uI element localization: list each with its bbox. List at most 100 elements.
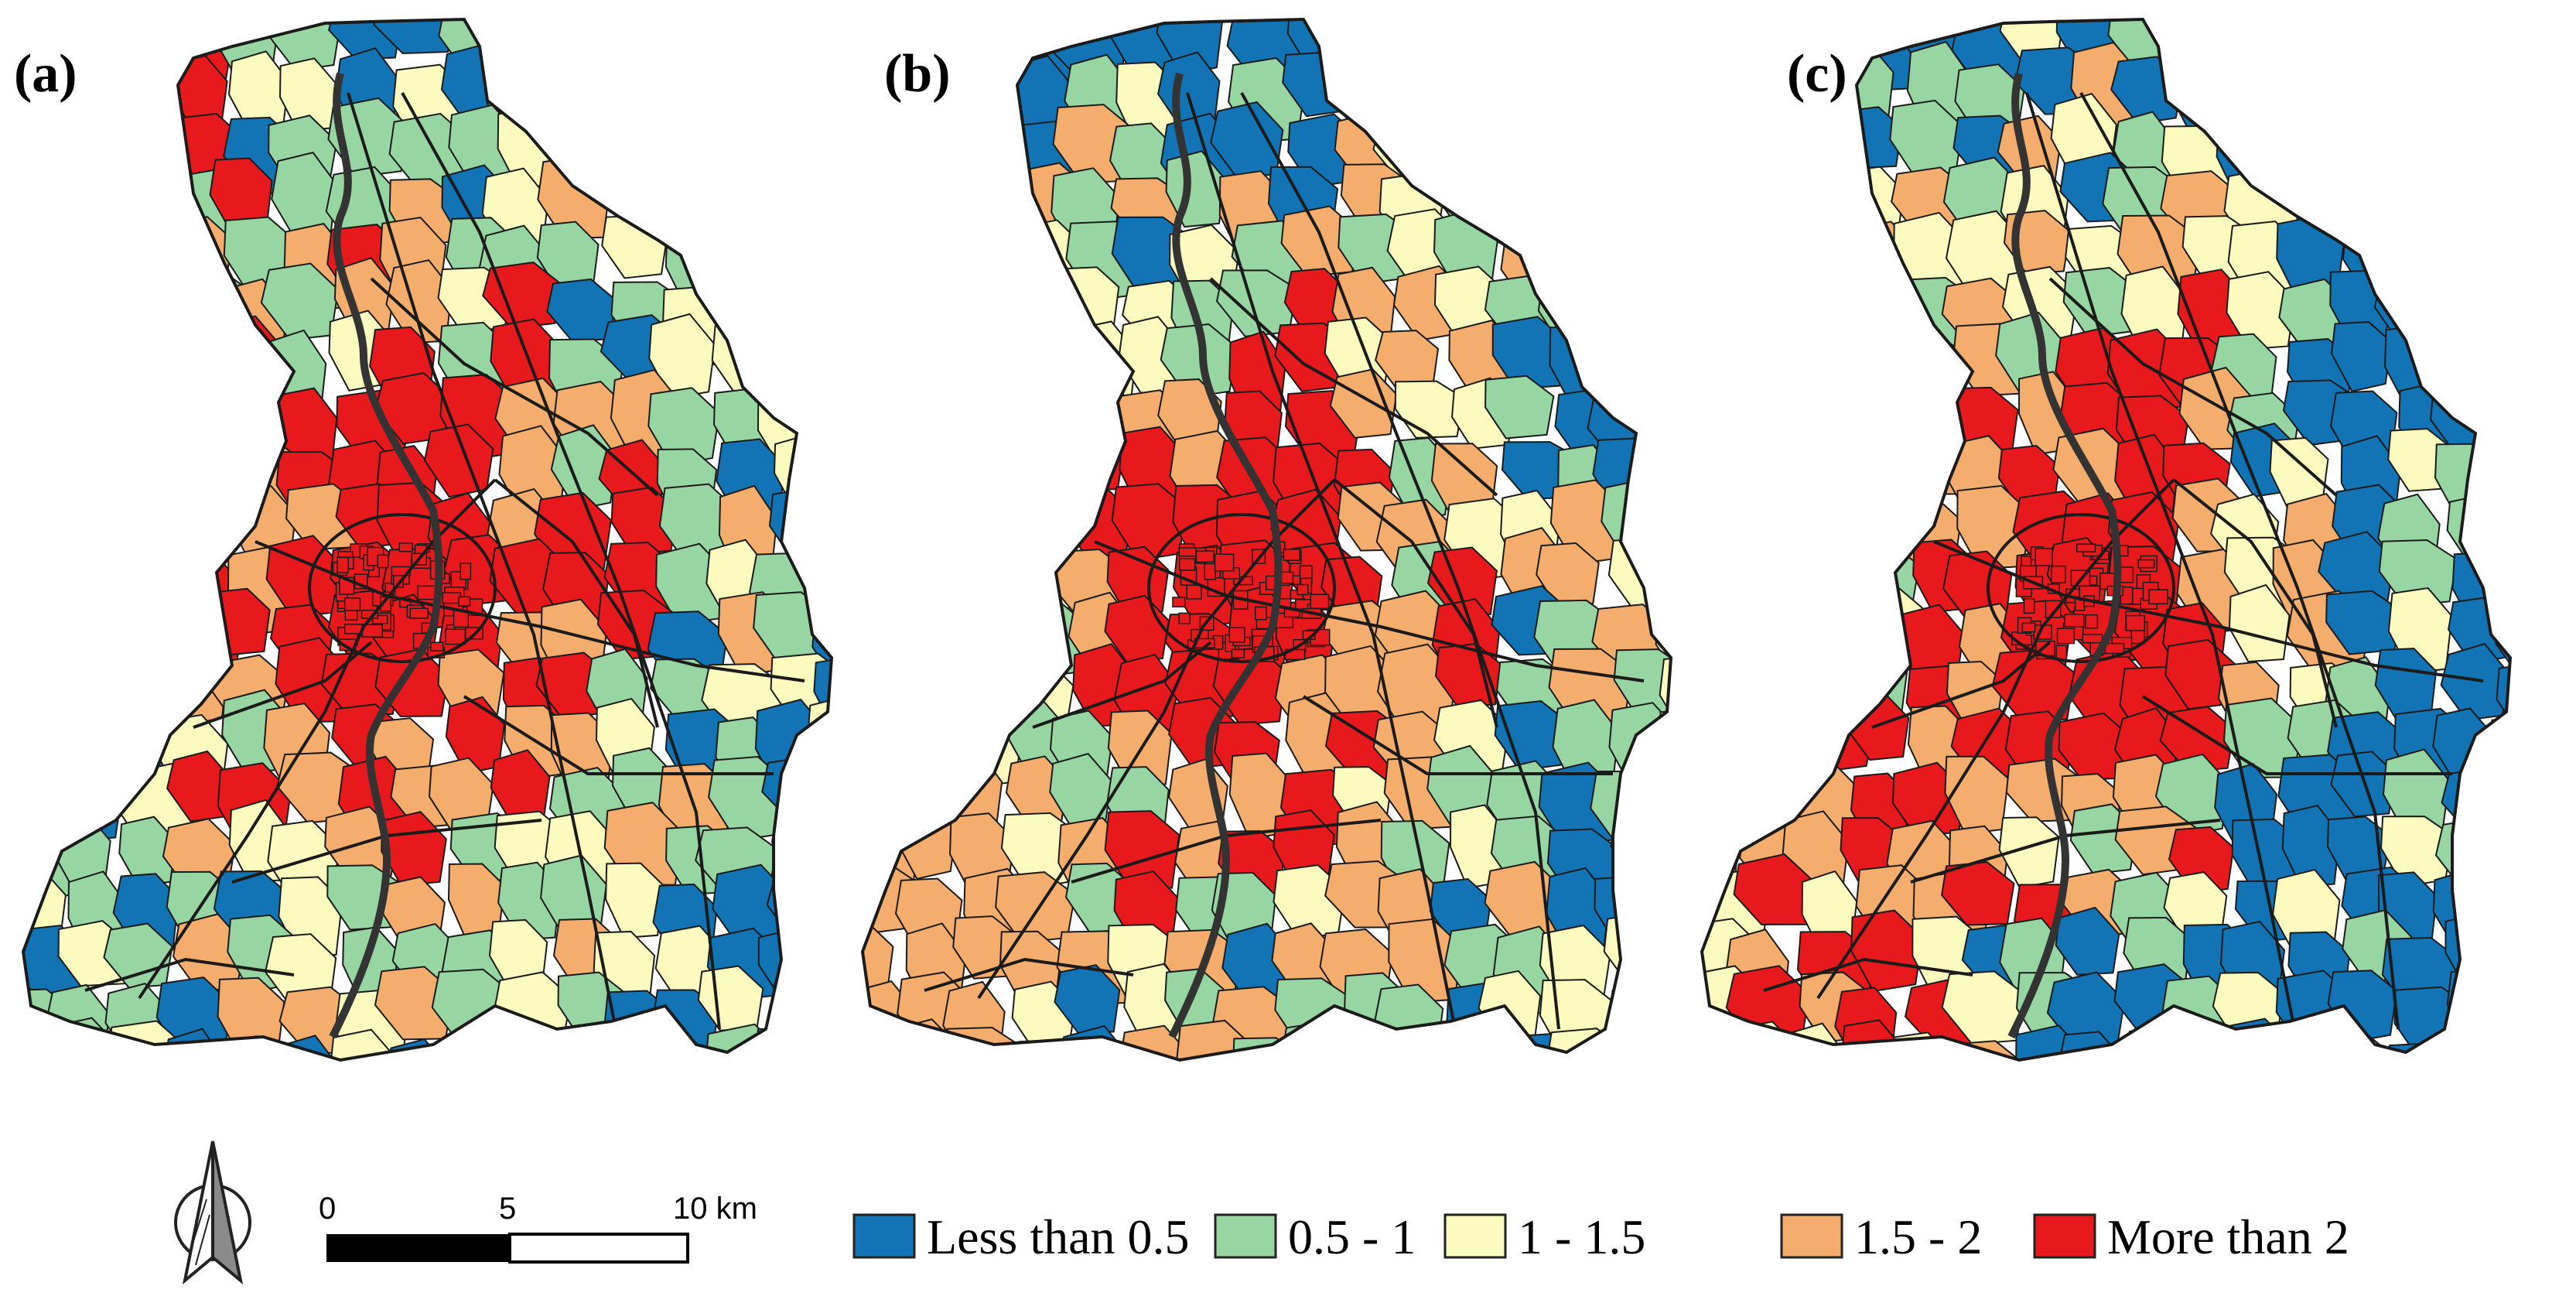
zone	[156, 437, 237, 516]
zone	[2281, 805, 2341, 887]
river	[1168, 72, 1283, 1039]
zone	[654, 164, 732, 227]
zone	[501, 19, 567, 77]
zone	[998, 371, 1067, 445]
zone	[329, 1028, 398, 1060]
panel-label-b: (b)	[884, 44, 951, 104]
zone	[960, 537, 1035, 619]
zone	[1655, 539, 1671, 621]
zone	[647, 387, 720, 467]
zone	[1326, 1037, 1396, 1060]
zone	[2276, 19, 2356, 58]
zone	[23, 765, 82, 850]
city-block	[1179, 558, 1196, 571]
zone	[895, 104, 966, 190]
city-block	[430, 641, 444, 652]
zone	[1491, 156, 1568, 231]
zone	[1781, 214, 1856, 292]
zone	[941, 67, 1002, 138]
city-block	[1310, 593, 1330, 609]
legend-label-3: 1 - 1.5	[1518, 1209, 1645, 1264]
zone	[1327, 64, 1403, 128]
legend-label-2: 0.5 - 1	[1288, 1209, 1416, 1264]
city-block	[393, 575, 404, 588]
city-block	[343, 597, 361, 611]
zone	[863, 1026, 906, 1060]
zone	[67, 477, 132, 563]
zone	[1702, 169, 1752, 250]
zone	[2177, 1027, 2241, 1060]
city-block	[2148, 589, 2168, 605]
zone	[709, 19, 779, 77]
zone	[863, 376, 932, 456]
zone	[1451, 60, 1511, 135]
zone	[2504, 810, 2510, 876]
scale-bar-black-segment	[326, 1234, 510, 1262]
legend-swatch-1	[852, 1213, 916, 1259]
zone	[863, 586, 917, 665]
zone	[477, 1016, 541, 1060]
zone	[1787, 176, 1865, 259]
zone	[1998, 816, 2060, 889]
zone	[1702, 763, 1753, 841]
zone	[1642, 766, 1671, 844]
ring-road	[308, 513, 497, 663]
zone	[764, 217, 827, 303]
zone	[702, 118, 766, 200]
zone	[1426, 546, 1498, 616]
city-block	[1178, 547, 1197, 557]
zone	[156, 501, 227, 577]
zone	[1723, 645, 1806, 730]
zone	[2123, 1023, 2205, 1060]
zone	[941, 382, 1016, 457]
zone	[1483, 107, 1556, 182]
zone	[2492, 537, 2510, 629]
zone	[1743, 700, 1827, 769]
zone	[993, 275, 1073, 341]
zone	[1006, 431, 1084, 505]
road	[2141, 695, 2452, 775]
zone	[217, 976, 285, 1056]
road	[1302, 695, 1613, 775]
zone	[2266, 115, 2331, 191]
district-boundary	[21, 17, 834, 1062]
zone	[1552, 19, 1626, 97]
zone	[212, 384, 292, 459]
zone	[954, 163, 1014, 231]
zone	[943, 1026, 1023, 1060]
road	[1763, 957, 1973, 992]
zone	[1702, 591, 1761, 681]
zone	[1594, 1035, 1658, 1060]
zone	[774, 332, 832, 405]
zone	[2226, 271, 2296, 351]
zone	[1702, 490, 1753, 574]
zone	[2491, 443, 2510, 518]
city-block	[445, 628, 466, 645]
road	[1186, 92, 1460, 1045]
city-block	[2104, 642, 2125, 655]
zone	[1160, 323, 1238, 398]
zone	[2492, 110, 2510, 185]
city-block	[1231, 648, 1245, 658]
scale-bar-white-segment	[508, 1233, 689, 1264]
roads-layer	[84, 92, 805, 1045]
legend-swatch-2	[1214, 1213, 1277, 1259]
zone	[1431, 1033, 1504, 1060]
zone	[1779, 438, 1846, 521]
zone	[1054, 964, 1121, 1035]
road	[1209, 277, 1498, 497]
zone	[951, 329, 1028, 412]
zone	[23, 268, 74, 344]
zone	[1610, 799, 1671, 884]
ring-road	[1987, 513, 2175, 663]
zone	[1491, 46, 1569, 128]
zone	[1665, 213, 1671, 299]
road	[347, 92, 620, 1045]
zone	[50, 609, 118, 689]
zone	[2499, 52, 2510, 136]
zone	[328, 19, 403, 60]
zone	[1888, 1031, 1952, 1060]
zone	[1657, 704, 1671, 784]
zone	[746, 164, 819, 230]
zone	[2485, 19, 2510, 87]
